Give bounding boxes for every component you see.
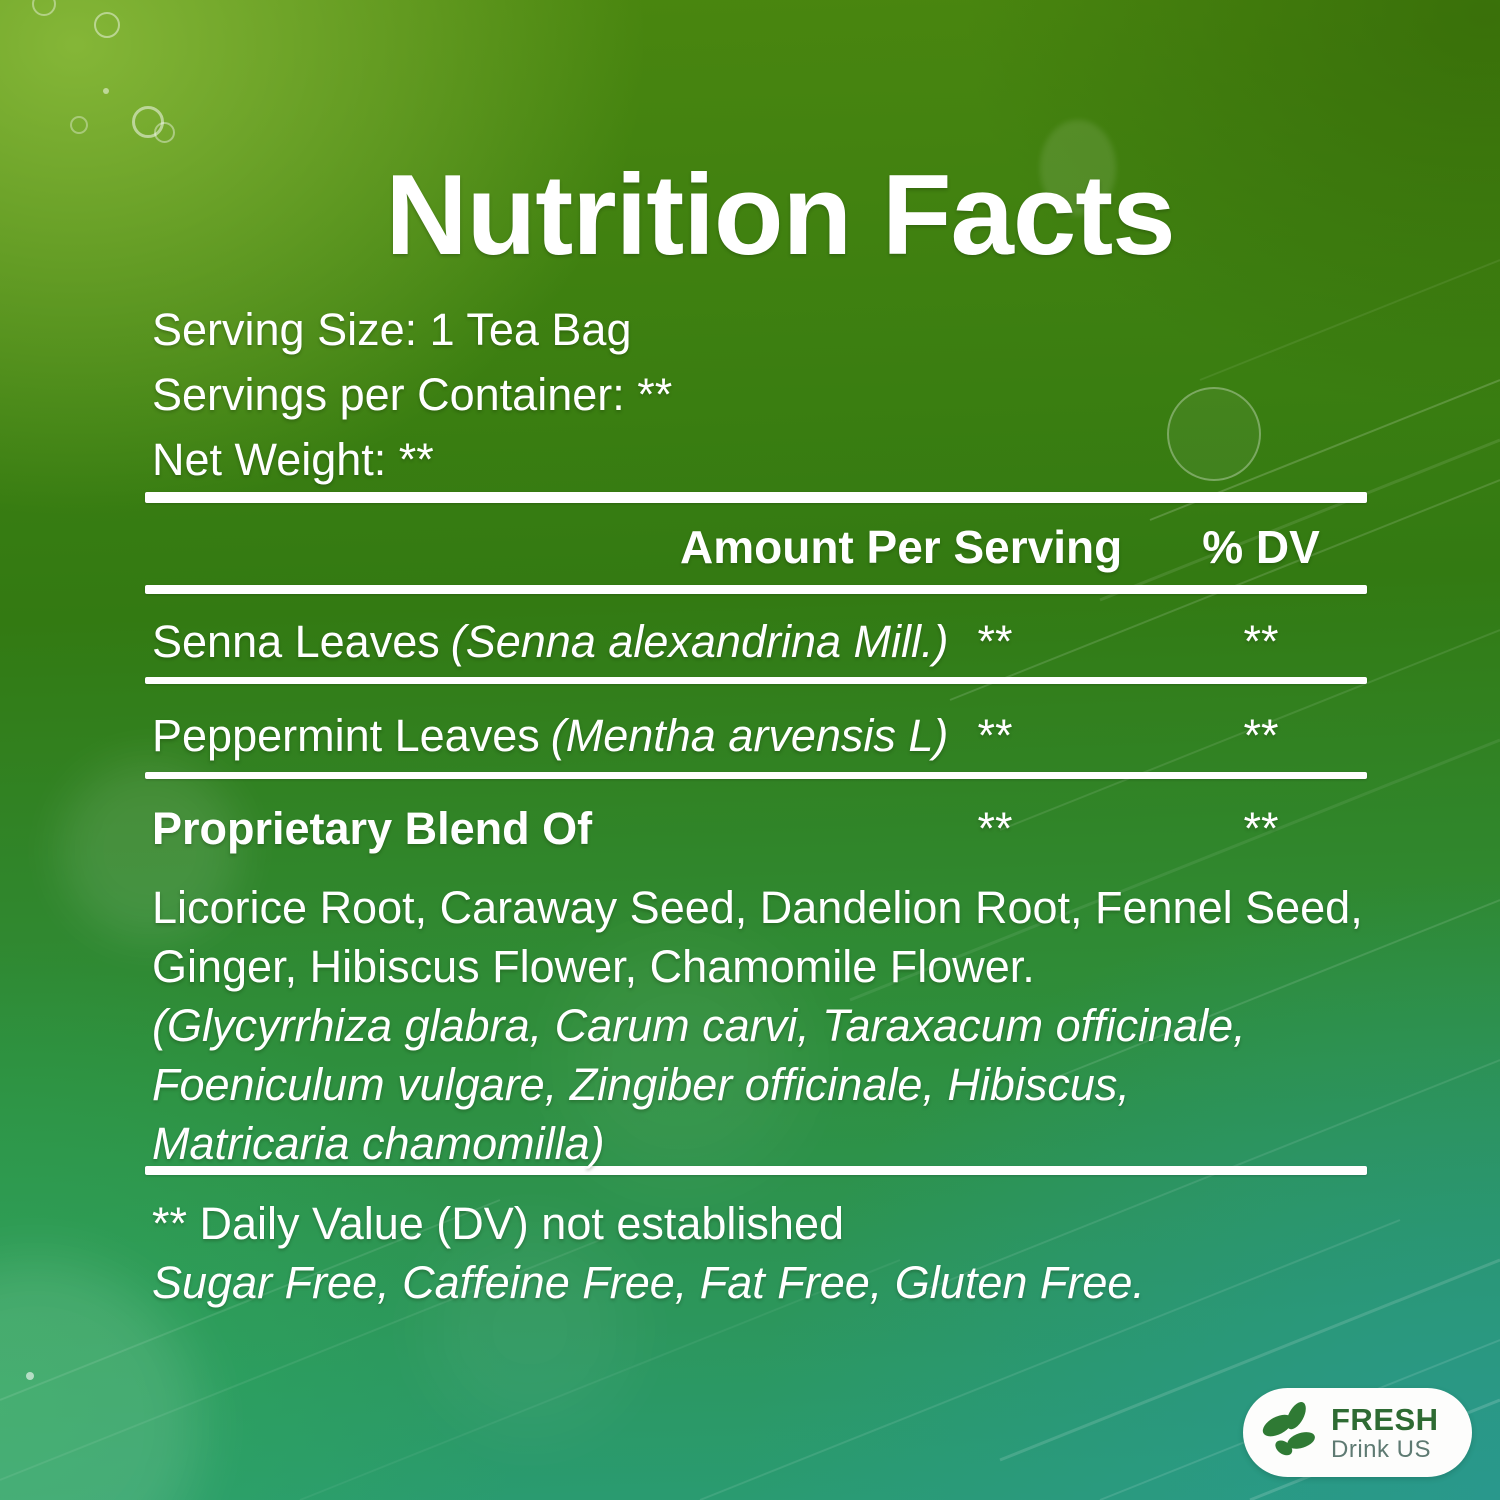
amount-value: ** — [977, 616, 1013, 667]
table-header: Amount Per Serving % DV — [145, 520, 1367, 574]
blend-latin-line: Matricaria chamomilla) — [152, 1118, 605, 1169]
free-claims: Sugar Free, Caffeine Free, Fat Free, Glu… — [152, 1257, 1145, 1308]
table-row: Peppermint Leaves (Mentha arvensis L) ** … — [145, 710, 1367, 764]
percent-dv-header: % DV — [1202, 521, 1320, 573]
amount-value: ** — [977, 803, 1013, 854]
divider — [145, 1166, 1367, 1175]
blend-latin-line: (Glycyrrhiza glabra, Carum carvi, Taraxa… — [152, 1000, 1246, 1051]
brand-subtitle: Drink US — [1331, 1435, 1432, 1463]
bokeh-glow — [560, 940, 800, 1180]
amount-value: ** — [977, 710, 1013, 761]
dv-value: ** — [1243, 803, 1279, 854]
table-row: Senna Leaves (Senna alexandrina Mill.) **… — [145, 616, 1367, 670]
servings-per-container: Servings per Container: ** — [152, 369, 673, 420]
brand-logo: FRESH Drink US — [1243, 1388, 1472, 1477]
bokeh-circle — [1167, 387, 1261, 481]
divider — [145, 772, 1367, 779]
bokeh-ring — [70, 116, 88, 134]
bokeh-glow — [430, 1230, 630, 1430]
page-title: Nutrition Facts — [385, 152, 1175, 279]
dv-value: ** — [1243, 616, 1279, 667]
bokeh-dot — [103, 88, 109, 94]
blend-latin-line: Foeniculum vulgare, Zingiber officinale,… — [152, 1059, 1130, 1110]
latin-name: (Senna alexandrina Mill.) — [450, 616, 949, 667]
ingredient-name: Proprietary Blend Of — [152, 803, 593, 854]
ingredient-name: Peppermint Leaves (Mentha arvensis L) — [152, 710, 949, 761]
serving-size: Serving Size: 1 Tea Bag — [152, 304, 632, 355]
blend-line: Licorice Root, Caraway Seed, Dandelion R… — [152, 882, 1363, 933]
bokeh-ring — [94, 12, 120, 38]
bokeh-glow — [60, 760, 240, 940]
serving-info: Serving Size: 1 Tea Bag Servings per Con… — [152, 297, 672, 492]
bokeh-glow — [1040, 120, 1116, 216]
amount-per-serving-header: Amount Per Serving — [680, 521, 1123, 573]
blend-line: Ginger, Hibiscus Flower, Chamomile Flowe… — [152, 941, 1035, 992]
leaves-icon — [1262, 1401, 1315, 1455]
bokeh-ring — [32, 0, 56, 16]
divider — [145, 677, 1367, 684]
divider — [145, 492, 1367, 503]
latin-name: (Mentha arvensis L) — [550, 710, 949, 761]
dv-footnote: ** Daily Value (DV) not established — [152, 1198, 845, 1249]
bokeh-dot — [26, 1372, 34, 1380]
brand-name: FRESH — [1331, 1401, 1439, 1437]
dv-value: ** — [1243, 710, 1279, 761]
blend-description: Licorice Root, Caraway Seed, Dandelion R… — [152, 878, 1363, 1173]
bokeh-ring — [154, 122, 175, 143]
divider — [145, 585, 1367, 594]
brand-text: FRESH Drink US — [1331, 1404, 1439, 1462]
table-row: Proprietary Blend Of ** ** — [145, 803, 1367, 857]
ingredient-name: Senna Leaves (Senna alexandrina Mill.) — [152, 616, 949, 667]
net-weight: Net Weight: ** — [152, 434, 434, 485]
